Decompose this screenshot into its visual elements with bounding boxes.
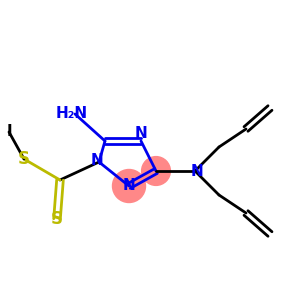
Text: N: N [135, 126, 147, 141]
Text: N: N [190, 164, 203, 178]
Circle shape [112, 169, 146, 202]
Text: S: S [18, 150, 30, 168]
Text: N: N [91, 153, 104, 168]
Text: H₂N: H₂N [56, 106, 88, 122]
Text: S: S [51, 210, 63, 228]
Text: N: N [123, 178, 135, 194]
Circle shape [142, 157, 170, 185]
Text: I: I [6, 124, 12, 140]
